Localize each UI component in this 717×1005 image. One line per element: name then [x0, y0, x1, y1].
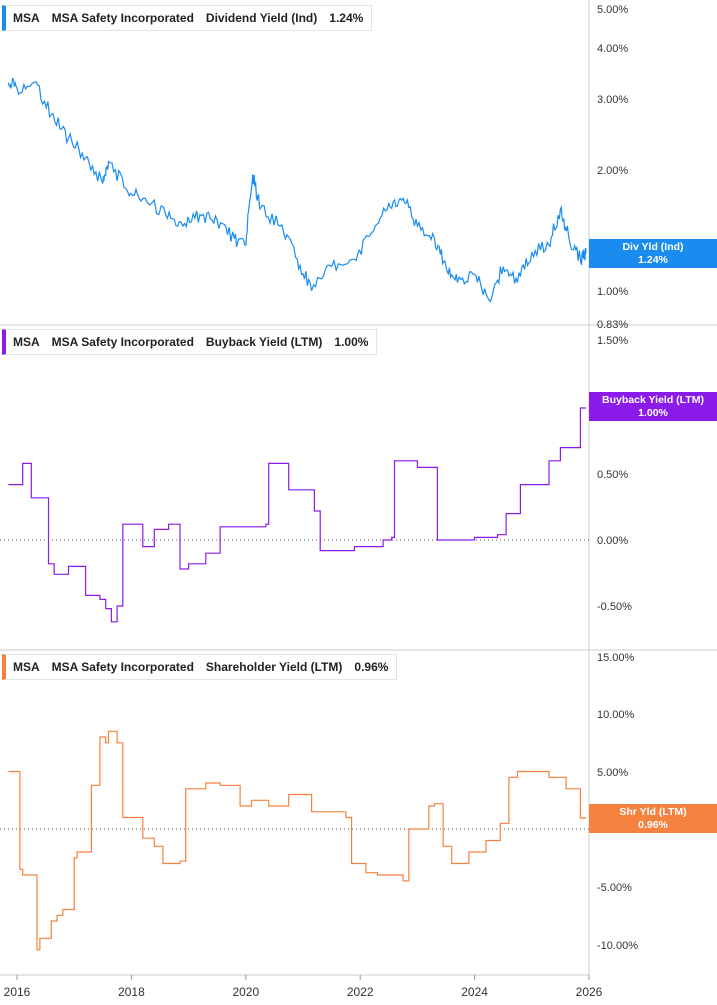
y-tick-label: 1.00%: [597, 286, 628, 298]
y-tick-label: 10.00%: [597, 709, 635, 721]
legend-ticker: MSA: [13, 335, 40, 349]
y-tick-label: 15.00%: [597, 652, 635, 664]
y-tick-label: 5.00%: [597, 4, 628, 16]
badge-value: 0.96%: [638, 819, 668, 831]
x-tick-label: 2016: [4, 985, 31, 999]
shareholder-yield-line: [8, 730, 587, 951]
badge-label: Buyback Yield (LTM): [602, 394, 704, 406]
y-tick-label: -5.00%: [597, 882, 632, 894]
badge-label: Div Yld (Ind): [622, 241, 684, 253]
y-tick-label: 0.00%: [597, 535, 628, 547]
y-tick-label: 2.00%: [597, 165, 628, 177]
legend-value: 1.00%: [334, 335, 369, 349]
y-tick-label: 0.83%: [597, 319, 628, 331]
x-tick-label: 2026: [576, 985, 603, 999]
legend-ticker: MSA: [13, 660, 40, 674]
legend-metric: Buyback Yield (LTM): [205, 335, 323, 349]
y-tick-label: 1.50%: [597, 335, 628, 347]
badge-shareholder: Shr Yld (LTM) 0.96%: [589, 804, 717, 833]
legend-metric: Dividend Yield (Ind): [205, 11, 318, 25]
badge-label: Shr Yld (LTM): [619, 806, 687, 818]
badge-dividend: Div Yld (Ind) 1.24%: [589, 239, 717, 268]
x-tick-label: 2018: [118, 985, 145, 999]
badge-value: 1.24%: [638, 254, 668, 266]
legend-ticker: MSA: [13, 11, 40, 25]
badge-value: 1.00%: [638, 407, 668, 419]
y-tick-label: 3.00%: [597, 94, 628, 106]
x-axis-ticks: 2016 2018 2020 2022 2024 2026: [4, 975, 603, 999]
legend-value: 0.96%: [354, 660, 389, 674]
y-tick-label: -10.00%: [597, 940, 638, 952]
legend-shareholder[interactable]: MSA MSA Safety Incorporated Shareholder …: [2, 654, 398, 680]
legend-company: MSA Safety Incorporated: [51, 11, 194, 25]
x-tick-label: 2022: [347, 985, 374, 999]
legend-company: MSA Safety Incorporated: [51, 660, 194, 674]
legend-metric: Shareholder Yield (LTM): [205, 660, 343, 674]
y-tick-label: 5.00%: [597, 767, 628, 779]
buyback-yield-line: [8, 407, 587, 623]
legend-value: 1.24%: [329, 11, 364, 25]
legend-dividend[interactable]: MSA MSA Safety Incorporated Dividend Yie…: [2, 5, 373, 31]
legend-company: MSA Safety Incorporated: [51, 335, 194, 349]
y-tick-label: 4.00%: [597, 43, 628, 55]
y-tick-label: 0.50%: [597, 469, 628, 481]
y-tick-label: -0.50%: [597, 601, 632, 613]
x-tick-label: 2024: [461, 985, 488, 999]
dividend-yield-line: [7, 76, 587, 303]
legend-buyback[interactable]: MSA MSA Safety Incorporated Buyback Yiel…: [2, 329, 378, 355]
x-tick-label: 2020: [232, 985, 259, 999]
badge-buyback: Buyback Yield (LTM) 1.00%: [589, 392, 717, 421]
